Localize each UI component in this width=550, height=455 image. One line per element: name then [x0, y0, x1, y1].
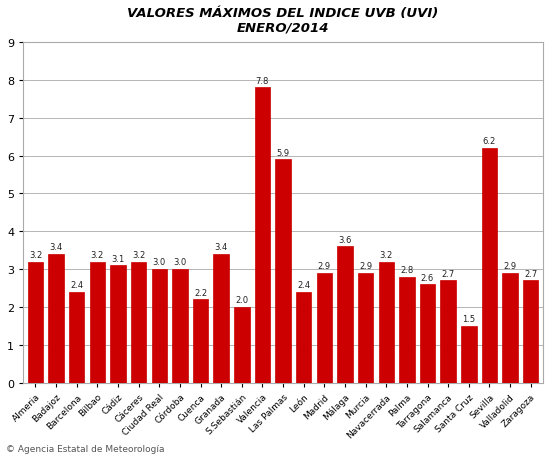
Text: 6.2: 6.2: [483, 137, 496, 146]
Text: 2.4: 2.4: [297, 281, 310, 289]
Text: 3.4: 3.4: [50, 243, 63, 252]
Text: 1.5: 1.5: [462, 314, 475, 324]
Bar: [441, 281, 456, 383]
Bar: [234, 307, 250, 383]
Bar: [337, 247, 353, 383]
Text: © Agencia Estatal de Meteorología: © Agencia Estatal de Meteorología: [6, 444, 164, 453]
Bar: [482, 149, 497, 383]
Text: 3.0: 3.0: [153, 258, 166, 267]
Bar: [131, 262, 146, 383]
Bar: [152, 269, 167, 383]
Bar: [399, 277, 415, 383]
Text: 2.7: 2.7: [442, 269, 455, 278]
Bar: [420, 285, 435, 383]
Text: 2.8: 2.8: [400, 265, 414, 274]
Bar: [28, 262, 43, 383]
Text: 2.9: 2.9: [359, 262, 372, 271]
Text: 7.8: 7.8: [256, 76, 269, 86]
Text: 2.9: 2.9: [318, 262, 331, 271]
Text: 2.6: 2.6: [421, 273, 434, 282]
Bar: [172, 269, 188, 383]
Bar: [213, 254, 229, 383]
Text: 3.2: 3.2: [379, 250, 393, 259]
Text: 5.9: 5.9: [277, 148, 290, 157]
Bar: [193, 300, 208, 383]
Text: 3.4: 3.4: [214, 243, 228, 252]
Text: 3.0: 3.0: [173, 258, 186, 267]
Text: 2.4: 2.4: [70, 281, 83, 289]
Bar: [255, 88, 270, 383]
Bar: [378, 262, 394, 383]
Bar: [461, 326, 476, 383]
Bar: [276, 160, 291, 383]
Bar: [502, 273, 518, 383]
Bar: [296, 292, 311, 383]
Bar: [523, 281, 538, 383]
Bar: [48, 254, 64, 383]
Bar: [317, 273, 332, 383]
Text: 3.2: 3.2: [91, 250, 104, 259]
Text: 2.2: 2.2: [194, 288, 207, 297]
Title: VALORES MÁXIMOS DEL INDICE UVB (UVI)
ENERO/2014: VALORES MÁXIMOS DEL INDICE UVB (UVI) ENE…: [128, 7, 439, 35]
Text: 3.2: 3.2: [132, 250, 145, 259]
Bar: [90, 262, 105, 383]
Bar: [358, 273, 373, 383]
Text: 2.7: 2.7: [524, 269, 537, 278]
Text: 3.2: 3.2: [29, 250, 42, 259]
Text: 3.1: 3.1: [112, 254, 125, 263]
Text: 2.0: 2.0: [235, 296, 249, 304]
Text: 2.9: 2.9: [503, 262, 516, 271]
Bar: [110, 266, 126, 383]
Text: 3.6: 3.6: [338, 235, 351, 244]
Bar: [69, 292, 85, 383]
